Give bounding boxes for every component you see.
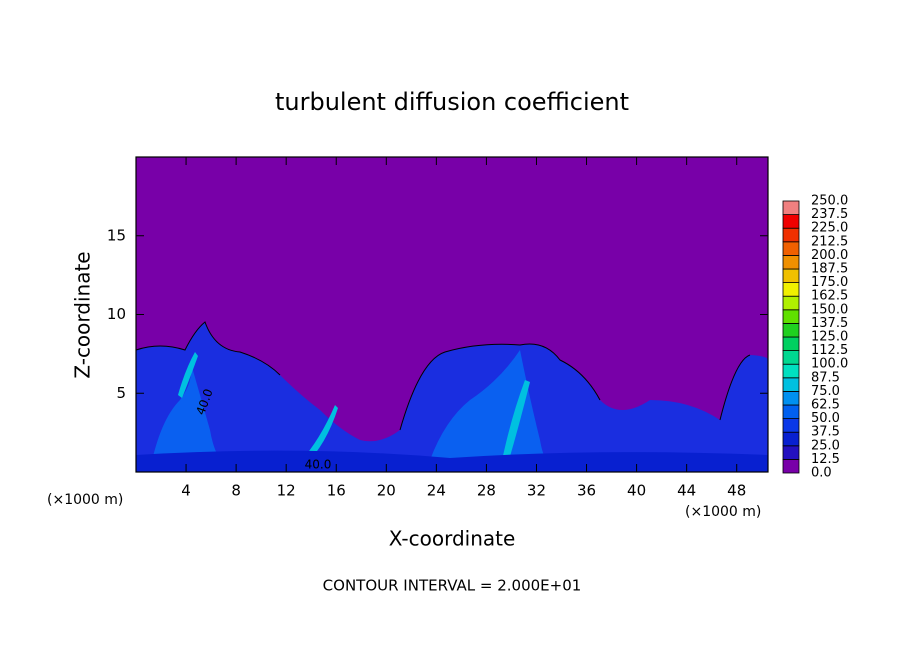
colorbar-label: 25.0: [811, 438, 840, 453]
colorbar-label: 175.0: [811, 275, 848, 290]
colorbar-label: 100.0: [811, 357, 848, 372]
x-tick-label: 20: [377, 482, 396, 500]
colorbar-cell: [782, 241, 800, 256]
chart-title: turbulent diffusion coefficient: [275, 88, 629, 116]
colorbar-cell: [782, 418, 800, 433]
colorbar-label: 150.0: [811, 302, 848, 317]
colorbar-label: 237.5: [811, 207, 848, 222]
colorbar-label: 62.5: [811, 398, 840, 413]
y-axis-label: Z-coordinate: [71, 251, 95, 378]
colorbar-label: 37.5: [811, 425, 840, 440]
x-tick-label: 40: [627, 482, 646, 500]
colorbar-label: 0.0: [811, 466, 832, 481]
contour-label: 40.0: [305, 458, 332, 472]
field: [135, 157, 768, 472]
colorbar-label: 75.0: [811, 384, 840, 399]
field-region: [150, 360, 230, 470]
colorbar-cell: [782, 336, 800, 352]
colorbar-cell: [782, 295, 800, 311]
field-region: [430, 350, 560, 470]
colorbar-cell: [782, 309, 800, 324]
colorbar-label: 112.5: [811, 343, 848, 358]
colorbar-label: 125.0: [811, 330, 848, 345]
colorbar-label: 200.0: [811, 248, 848, 263]
colorbar-label: 187.5: [811, 262, 848, 277]
x-tick-label: 36: [577, 482, 596, 500]
colorbar-cell: [782, 363, 800, 379]
x-tick-label: 32: [527, 482, 546, 500]
colorbar-cell: [782, 322, 800, 338]
colorbar-label: 137.5: [811, 316, 848, 331]
annotation: CONTOUR INTERVAL = 2.000E+01: [323, 577, 582, 595]
x-tick-label: 8: [231, 482, 241, 500]
contour-line: [135, 321, 751, 431]
colorbar-label: 12.5: [811, 452, 840, 467]
field-region: [178, 352, 198, 398]
colorbar-label: 87.5: [811, 370, 840, 385]
x-tick-label: 4: [181, 482, 191, 500]
x-tick-label: 44: [677, 482, 696, 500]
colorbar-label: 50.0: [811, 411, 840, 426]
x-tick-label: 16: [327, 482, 346, 500]
x-axis-label: X-coordinate: [389, 527, 516, 551]
colorbar-cell: [782, 377, 800, 392]
field-region: [300, 405, 338, 465]
colorbar-cell: [782, 350, 800, 365]
x-unit-label: (×1000 m): [47, 492, 123, 508]
colorbar-cell: [782, 200, 800, 216]
y-tick-label: 15: [107, 226, 126, 244]
field-region: [500, 380, 530, 470]
colorbar-label: 225.0: [811, 221, 848, 236]
field-region: [136, 450, 768, 472]
x-unit-label: (×1000 m): [685, 504, 761, 520]
y-tick-label: 10: [107, 305, 126, 323]
colorbar-label: 212.5: [811, 234, 848, 249]
colorbar-cell: [782, 227, 800, 243]
colorbar-label: 162.5: [811, 289, 848, 304]
colorbar-label: 250.0: [811, 194, 848, 209]
colorbar-cell: [782, 404, 800, 420]
y-tick-label: 5: [116, 384, 126, 402]
colorbar-cell: [782, 268, 800, 284]
x-tick-label: 48: [727, 482, 746, 500]
x-tick-label: 28: [477, 482, 496, 500]
x-tick-label: 24: [427, 482, 446, 500]
x-tick-label: 12: [277, 482, 296, 500]
colorbar-cell: [782, 214, 800, 229]
colorbar-cell: [782, 390, 800, 406]
colorbar-cell: [782, 254, 800, 270]
colorbar-cell: [782, 431, 800, 447]
colorbar-cell: [782, 445, 800, 460]
colorbar-cell: [782, 282, 800, 297]
colorbar-cell: [782, 458, 800, 474]
field-region: [136, 322, 768, 472]
